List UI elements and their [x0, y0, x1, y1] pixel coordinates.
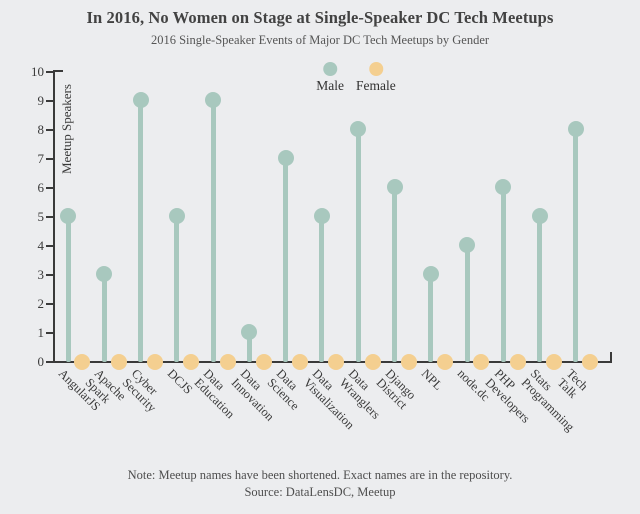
legend-label-female: Female [356, 78, 396, 93]
male-lollipop-dot [168, 208, 185, 224]
y-axis-line [53, 70, 55, 363]
female-lollipop-dot [437, 354, 454, 370]
footer-source: Source: DataLensDC, Meetup [244, 485, 396, 499]
footer-note: Note: Meetup names have been shortened. … [127, 468, 513, 482]
male-lollipop-dot [96, 266, 113, 282]
female-lollipop-dot [328, 354, 345, 370]
male-lollipop-dot [386, 179, 403, 195]
y-tick [46, 332, 53, 334]
chart-title: In 2016, No Women on Stage at Single-Spe… [86, 8, 554, 27]
y-tick-label: 3 [37, 267, 45, 282]
x-tick-label: Cyber Security [119, 366, 161, 415]
male-lollipop-stem [283, 158, 289, 362]
legend: Male Female [316, 62, 396, 92]
male-lollipop-dot [459, 237, 476, 253]
y-tick-label: 7 [37, 151, 45, 166]
male-lollipop-stem [500, 187, 506, 362]
female-lollipop-dot [509, 354, 526, 370]
male-lollipop-stem [319, 216, 325, 362]
female-lollipop-dot [255, 354, 272, 370]
y-tick [46, 187, 53, 189]
y-tick-label: 6 [37, 180, 45, 195]
y-axis-top-cap [53, 70, 63, 72]
female-lollipop-dot [74, 354, 91, 370]
female-lollipop-dot [219, 354, 236, 370]
male-lollipop-dot [350, 121, 367, 137]
y-tick [46, 303, 53, 305]
x-tick-label: NPL [418, 366, 446, 393]
male-lollipop-dot [495, 179, 512, 195]
y-tick-label: 4 [37, 238, 45, 253]
male-lollipop-dot [277, 150, 294, 166]
y-tick-label: 9 [37, 93, 45, 108]
male-lollipop-dot [60, 208, 76, 224]
male-lollipop-stem [101, 274, 107, 362]
female-lollipop-dot [146, 354, 163, 370]
male-lollipop-stem [65, 216, 71, 362]
chart-subtitle: 2016 Single-Speaker Events of Major DC T… [150, 33, 490, 47]
y-tick-label: 0 [37, 354, 45, 369]
y-tick [46, 71, 53, 73]
female-lollipop-dot [292, 354, 309, 370]
male-lollipop-stem [138, 100, 144, 362]
female-legend-dot-icon [368, 62, 383, 76]
male-lollipop-stem [464, 245, 470, 362]
male-lollipop-dot [531, 208, 548, 224]
male-lollipop-stem [174, 216, 180, 362]
y-tick [46, 216, 53, 218]
female-lollipop-dot [546, 354, 563, 370]
legend-item-male: Male [316, 62, 344, 92]
y-tick-label: 10 [31, 64, 44, 79]
male-lollipop-stem [573, 129, 579, 362]
legend-item-female: Female [356, 62, 396, 92]
y-tick-label: 1 [37, 325, 45, 340]
male-lollipop-stem [246, 332, 252, 362]
y-tick-label: 2 [37, 296, 45, 311]
y-tick [46, 158, 53, 160]
male-lollipop-stem [355, 129, 361, 362]
x-tick-label: DCJS [164, 366, 196, 397]
male-legend-dot-icon [323, 62, 338, 76]
legend-label-male: Male [316, 78, 344, 93]
female-lollipop-dot [582, 354, 599, 370]
male-lollipop-dot [422, 266, 439, 282]
y-tick [46, 361, 53, 363]
y-tick [46, 100, 53, 102]
female-lollipop-dot [364, 354, 381, 370]
male-lollipop-dot [313, 208, 330, 224]
female-lollipop-dot [400, 354, 417, 370]
female-lollipop-dot [110, 354, 127, 370]
male-lollipop-stem [392, 187, 398, 362]
y-tick-label: 8 [37, 122, 45, 137]
y-tick-label: 5 [37, 209, 45, 224]
y-tick [46, 274, 53, 276]
y-tick [46, 245, 53, 247]
x-axis-right-cap [610, 352, 612, 363]
female-lollipop-dot [183, 354, 200, 370]
male-lollipop-dot [241, 324, 258, 340]
male-lollipop-stem [428, 274, 434, 362]
male-lollipop-stem [537, 216, 543, 362]
y-tick [46, 129, 53, 131]
male-lollipop-dot [205, 92, 222, 108]
male-lollipop-dot [567, 121, 584, 137]
female-lollipop-dot [473, 354, 490, 370]
male-lollipop-stem [210, 100, 216, 362]
male-lollipop-dot [132, 92, 149, 108]
